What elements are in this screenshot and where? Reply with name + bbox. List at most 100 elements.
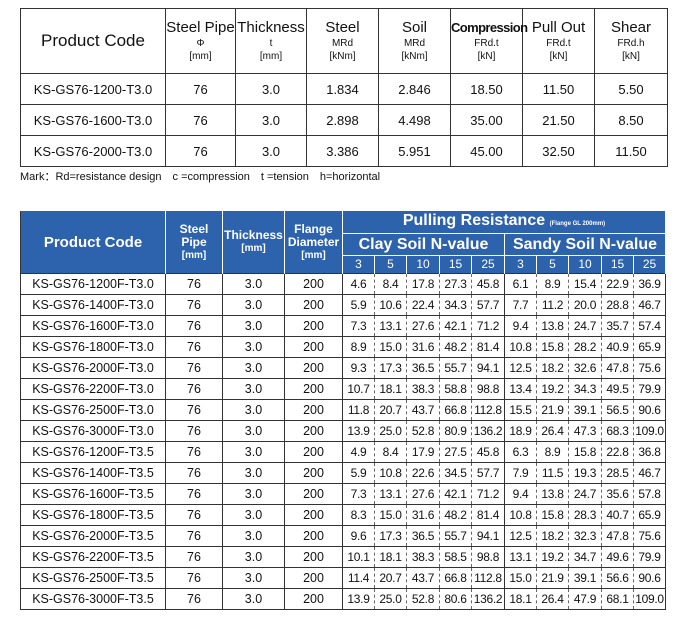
table-cell: 24.7 (568, 315, 602, 337)
table-cell: 4.6 (342, 273, 375, 295)
table-body: KS-GS76-1200F-T3.0 76 3.0 200 4.6 8.4 17.8 27.3… (20, 273, 667, 610)
table-cell: 7.3 (342, 483, 375, 505)
table-cell: 10.8 (504, 504, 537, 526)
header-cell: Compression FRd.t [kN] (450, 8, 528, 74)
table-cell: 200 (284, 399, 343, 421)
table-cell: 9.6 (342, 525, 375, 547)
table-cell: 24.7 (568, 483, 602, 505)
table-cell: 76 (165, 273, 223, 295)
table-cell: 21.9 (536, 567, 569, 589)
table-cell: 109.0 (632, 588, 667, 610)
table-row: KS-GS76-1600F-T3.0 76 3.0 200 7.3 13.1 27.6 42.… (20, 315, 667, 337)
table-cell: 35.6 (601, 483, 634, 505)
table-cell: 20.7 (374, 399, 407, 421)
table-row: KS-GS76-2500F-T3.0 76 3.0 200 11.8 20.7 43.7 66… (20, 399, 667, 421)
header-text: Thickness (224, 228, 283, 242)
table-cell: 3.0 (235, 135, 307, 167)
header-cell: Steel MRd [kNm] (306, 8, 379, 74)
table-cell: 66.8 (439, 567, 472, 589)
header-symbol: MRd (403, 38, 426, 49)
table-cell: 3.0 (222, 462, 285, 484)
header-unit: [mm] (241, 243, 266, 254)
table-cell: 36.8 (632, 441, 667, 463)
table-cell: 76 (165, 399, 223, 421)
table-cell: 200 (284, 357, 343, 379)
table-cell: 19.2 (536, 378, 569, 400)
table-cell: 47.9 (568, 588, 602, 610)
table-cell: 200 (284, 567, 343, 589)
table-cell: 13.4 (504, 378, 537, 400)
table-cell: 3.0 (222, 588, 285, 610)
table-cell: 3.0 (222, 546, 285, 568)
table-cell: KS-GS76-1600F-T3.0 (20, 315, 166, 337)
table-cell: 20.7 (374, 567, 407, 589)
table-cell: 76 (165, 294, 223, 316)
table-cell: 57.7 (471, 462, 505, 484)
table-cell: 94.1 (471, 525, 505, 547)
table-cell: 13.8 (536, 315, 569, 337)
header-title: Shear (610, 19, 652, 36)
table-cell: 98.8 (471, 546, 505, 568)
table-cell: 3.386 (306, 135, 379, 167)
n-value: 5 (536, 255, 569, 274)
table-cell: KS-GS76-1200-T3.0 (20, 73, 166, 105)
table-cell: 47.3 (568, 420, 602, 442)
table-cell: 80.9 (439, 420, 472, 442)
table-cell: KS-GS76-2000F-T3.5 (20, 525, 166, 547)
table-cell: KS-GS76-1400F-T3.0 (20, 294, 166, 316)
table-cell: 65.9 (632, 504, 667, 526)
table-cell: 76 (165, 462, 223, 484)
table-body: KS-GS76-1200-T3.0 76 3.0 1.834 2.846 18.50 11.… (20, 73, 668, 167)
header-note: (Flange GL 200mm) (549, 220, 606, 227)
n-value: 15 (601, 255, 634, 274)
table-cell: 11.4 (342, 567, 375, 589)
header-title: Thickness (237, 19, 305, 36)
table-cell: 200 (284, 546, 343, 568)
header-cell: Shear FRd.h [kN] (594, 8, 668, 74)
table-cell: 200 (284, 525, 343, 547)
table-cell: 200 (284, 294, 343, 316)
header-unit: [kN] (477, 51, 496, 62)
table-cell: 3.0 (222, 504, 285, 526)
table-cell: KS-GS76-1800F-T3.0 (20, 336, 166, 358)
table-cell: 3.0 (222, 315, 285, 337)
table-cell: 10.1 (342, 546, 375, 568)
header-unit: [kNm] (401, 51, 428, 62)
table-cell: 47.8 (601, 525, 634, 547)
table-cell: 7.9 (504, 462, 537, 484)
table-cell: 5.951 (378, 135, 451, 167)
table-row: KS-GS76-2000F-T3.5 76 3.0 200 9.6 17.3 36.5 55.… (20, 525, 667, 547)
table-row: KS-GS76-1400F-T3.0 76 3.0 200 5.9 10.6 22.4 34.… (20, 294, 667, 316)
table-cell: 17.8 (406, 273, 440, 295)
table-cell: 56.5 (601, 399, 634, 421)
table-cell: 17.9 (406, 441, 440, 463)
header-cell: Pull Out FRd.t [kN] (522, 8, 595, 74)
table-cell: 58.5 (439, 546, 472, 568)
table-cell: 80.6 (439, 588, 472, 610)
table-cell: 13.1 (374, 483, 407, 505)
table-cell: 52.8 (406, 588, 440, 610)
table-cell: 36.5 (406, 525, 440, 547)
n-value: 3 (342, 255, 375, 274)
table-cell: 76 (165, 315, 223, 337)
table-cell: 8.9 (342, 336, 375, 358)
table-cell: 15.5 (504, 399, 537, 421)
table-cell: 1.834 (306, 73, 379, 105)
table-cell: KS-GS76-1200F-T3.0 (20, 273, 166, 295)
table-cell: 38.3 (406, 378, 440, 400)
table-cell: 109.0 (632, 420, 667, 442)
table-cell: 68.3 (601, 420, 634, 442)
table-cell: KS-GS76-1800F-T3.5 (20, 504, 166, 526)
table-cell: 26.4 (536, 588, 569, 610)
table-cell: 45.8 (471, 273, 505, 295)
header-title: Compression (451, 20, 528, 35)
table-cell: 76 (165, 378, 223, 400)
header-symbol: MRd (331, 38, 354, 49)
table-cell: 9.3 (342, 357, 375, 379)
table-cell: 3.0 (222, 294, 285, 316)
table-cell: 11.50 (522, 73, 595, 105)
table-cell: 76 (165, 546, 223, 568)
table-cell: 81.4 (471, 336, 505, 358)
table-cell: 200 (284, 504, 343, 526)
